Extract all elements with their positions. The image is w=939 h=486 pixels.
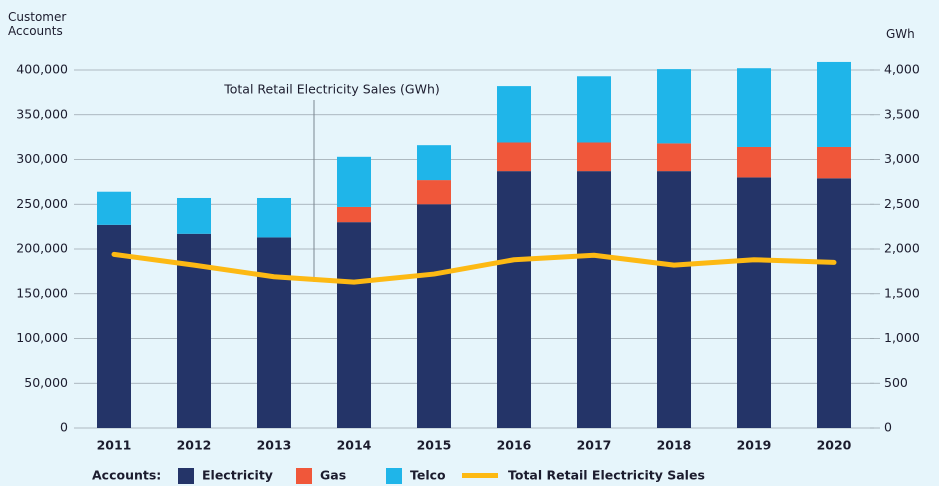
legend-label: Total Retail Electricity Sales (508, 468, 705, 483)
y-tick-label: 300,000 (16, 151, 68, 166)
x-tick-label: 2012 (177, 438, 212, 453)
bar-segment (337, 222, 371, 428)
y-axis-label: Customer Accounts (8, 10, 67, 38)
legend-title: Accounts: (92, 468, 161, 483)
bar-segment (657, 69, 691, 144)
y2-tick-label: 1,000 (884, 330, 920, 345)
bar-segment (257, 237, 291, 428)
legend-label: Gas (320, 468, 346, 483)
y2-tick-label: 3,000 (884, 151, 920, 166)
bar-segment (737, 68, 771, 147)
x-tick-label: 2011 (97, 438, 132, 453)
y2-tick-label: 0 (884, 420, 892, 435)
bar-segment (577, 142, 611, 172)
bar-segment (417, 145, 451, 181)
x-tick-label: 2016 (497, 438, 532, 453)
y-tick-label: 50,000 (24, 375, 68, 390)
legend-label: Telco (410, 468, 446, 483)
x-tick-label: 2013 (257, 438, 292, 453)
y2-tick-label: 3,500 (884, 106, 920, 121)
y-tick-label: 100,000 (16, 330, 68, 345)
bar-segment (577, 171, 611, 428)
bar-segment (497, 86, 531, 143)
y2-tick-label: 500 (884, 375, 908, 390)
bar-segment (577, 76, 611, 143)
y-tick-label: 200,000 (16, 241, 68, 256)
bar-segment (337, 206, 371, 223)
y-tick-label: 350,000 (16, 106, 68, 121)
bar-segment (417, 204, 451, 428)
bar-segment (817, 146, 851, 179)
legend-swatch (178, 468, 194, 484)
bar-segment (497, 142, 531, 172)
legend-swatch (462, 473, 498, 478)
x-tick-label: 2019 (737, 438, 772, 453)
legend-label: Electricity (202, 468, 273, 483)
bar-segment (97, 191, 131, 225)
bar-segment (817, 178, 851, 428)
y-tick-label: 150,000 (16, 285, 68, 300)
y2-tick-label: 1,500 (884, 285, 920, 300)
bar-segment (817, 61, 851, 147)
x-tick-label: 2015 (417, 438, 452, 453)
bar-segment (657, 171, 691, 428)
annotation: Total Retail Electricity Sales (GWh) (223, 82, 440, 97)
bar-segment (417, 180, 451, 205)
bar-segment (737, 177, 771, 428)
bar-segment (97, 224, 131, 428)
legend-swatch (386, 468, 402, 484)
y2-tick-label: 2,000 (884, 241, 920, 256)
legend-swatch (296, 468, 312, 484)
y2-axis-label: GWh (886, 27, 915, 41)
bar-segment (337, 156, 371, 207)
x-tick-label: 2018 (657, 438, 692, 453)
line-series (111, 251, 837, 285)
bar-segment (737, 146, 771, 178)
bar-segment (177, 197, 211, 234)
x-tick-label: 2014 (337, 438, 372, 453)
x-tick-label: 2017 (577, 438, 612, 453)
y2-tick-label: 4,000 (884, 62, 920, 77)
y2-tick-label: 2,500 (884, 196, 920, 211)
y-tick-label: 0 (60, 420, 68, 435)
bar-segment (657, 143, 691, 172)
bar-segment (257, 197, 291, 238)
x-tick-label: 2020 (817, 438, 852, 453)
bar-segment (497, 171, 531, 428)
y-tick-label: 400,000 (16, 62, 68, 77)
y-tick-label: 250,000 (16, 196, 68, 211)
